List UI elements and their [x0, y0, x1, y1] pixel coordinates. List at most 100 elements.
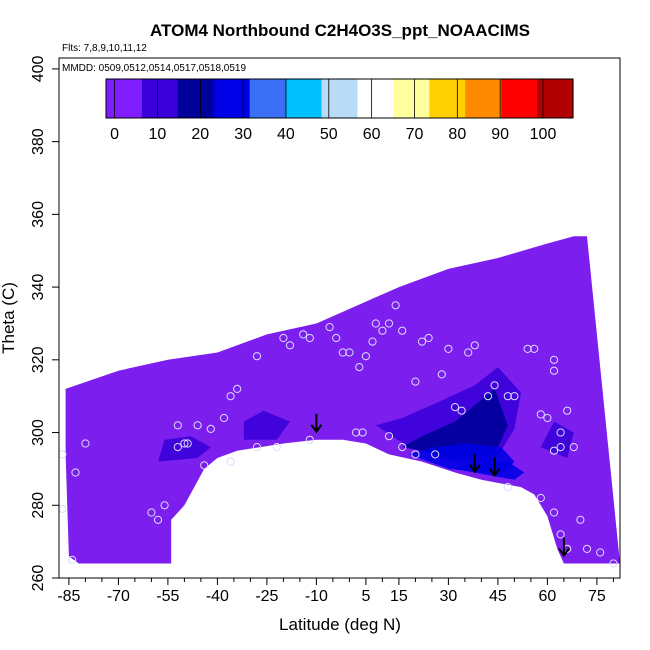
observation-point	[530, 344, 539, 353]
y-tick-label: 260	[30, 565, 47, 592]
x-tick-label: 5	[361, 588, 370, 605]
colorbar-segment	[429, 79, 466, 118]
y-tick-label: 400	[30, 55, 47, 82]
y-tick-label: 360	[30, 201, 47, 228]
arrow-marker	[558, 537, 570, 558]
observation-point	[68, 555, 77, 564]
colorbar-segment	[141, 79, 179, 118]
colorbar-segment	[249, 79, 287, 118]
x-tick-label: -55	[156, 588, 179, 605]
observation-point	[444, 344, 453, 353]
enhanced-region	[540, 421, 574, 458]
observation-point	[596, 548, 605, 557]
observation-point	[285, 341, 295, 350]
colorbar-segment	[321, 79, 358, 118]
arrow-marker	[310, 413, 323, 434]
data-domain	[65, 236, 621, 564]
observation-point	[457, 406, 466, 415]
arrow-marker	[488, 457, 501, 478]
observation-point	[549, 355, 559, 364]
chart-title: ATOM4 Northbound C2H4O3S_ppt_NOAACIMS	[150, 21, 530, 40]
observation-point	[351, 428, 361, 437]
colorbar-segment	[285, 79, 323, 118]
y-axis-label: Theta (C)	[0, 282, 18, 354]
x-tick-label: -70	[107, 588, 130, 605]
colorbar-tick-label: 60	[363, 126, 381, 143]
observation-point	[411, 377, 420, 386]
observation-point	[576, 515, 585, 524]
observation-point	[490, 381, 499, 390]
arrow-marker	[468, 453, 481, 474]
observation-point	[206, 424, 215, 433]
observation-point	[226, 392, 235, 401]
observation-point	[549, 508, 559, 517]
y-tick-label: 320	[30, 346, 47, 373]
observation-point	[556, 443, 565, 452]
observation-point	[325, 323, 334, 332]
observation-point	[173, 443, 182, 452]
x-tick-label: 15	[390, 588, 408, 605]
colorbar-segment	[357, 79, 394, 118]
x-axis-label: Latitude (deg N)	[279, 615, 401, 634]
colorbar-segment	[537, 79, 574, 118]
observation-point	[398, 326, 407, 335]
observation-point	[437, 370, 446, 379]
x-tick-label: 60	[539, 588, 557, 605]
observation-point	[358, 428, 367, 437]
colorbar-tick-label: 40	[277, 126, 295, 143]
observation-point	[279, 333, 288, 343]
observation-point	[173, 421, 182, 430]
arrow-head	[468, 464, 481, 474]
observation-point	[378, 326, 387, 335]
observation-point	[569, 443, 578, 452]
observation-point	[332, 333, 341, 343]
observation-point	[483, 392, 493, 401]
observation-point	[71, 468, 80, 477]
observation-point	[252, 352, 262, 361]
observation-point	[411, 450, 420, 459]
observation-point	[305, 333, 314, 343]
observation-point	[305, 435, 314, 444]
observation-point	[549, 446, 559, 455]
arrow-head	[558, 547, 570, 558]
x-tick-label: -85	[57, 588, 80, 605]
x-tick-label: -40	[206, 588, 229, 605]
observation-point	[193, 421, 202, 430]
observation-point	[536, 493, 545, 503]
observation-point	[503, 392, 512, 401]
observation-point	[368, 337, 377, 346]
colorbar-tick-label: 10	[149, 126, 167, 143]
observation-point	[424, 333, 433, 343]
y-tick-label: 380	[30, 128, 47, 155]
colorbar-tick-label: 0	[110, 126, 119, 143]
colorbar-segment	[106, 79, 143, 118]
colorbar-segment	[501, 79, 538, 118]
plot-frame	[58, 57, 621, 579]
x-tick-label: -10	[305, 588, 328, 605]
observation-point	[361, 352, 370, 361]
dates-note: MMDD: 0509,0512,0514,0517,0518,0519	[62, 63, 246, 74]
observation-point	[450, 403, 460, 412]
y-axis: 260 280 300 320 340 360 380 400	[30, 55, 59, 591]
colorbar-segment	[393, 79, 430, 118]
observation-point	[226, 457, 235, 466]
colorbar-tick-label: 90	[491, 126, 509, 143]
observation-point	[338, 348, 347, 357]
observation-point	[563, 406, 572, 415]
observation-point	[58, 450, 67, 459]
enhanced-region	[243, 410, 290, 440]
observation-point	[391, 301, 400, 310]
observation-point	[582, 544, 592, 554]
observation-point	[299, 330, 308, 339]
observation-point	[233, 384, 242, 393]
colorbar-tick-label: 80	[448, 126, 466, 143]
y-tick-label: 280	[30, 492, 47, 519]
colorbar-frame	[105, 78, 574, 119]
observation-point	[183, 439, 192, 448]
observation-point	[417, 337, 427, 346]
observation-point	[556, 428, 565, 437]
x-tick-label: 45	[489, 588, 507, 605]
y-tick-label: 340	[30, 274, 47, 301]
observation-point	[464, 348, 473, 357]
